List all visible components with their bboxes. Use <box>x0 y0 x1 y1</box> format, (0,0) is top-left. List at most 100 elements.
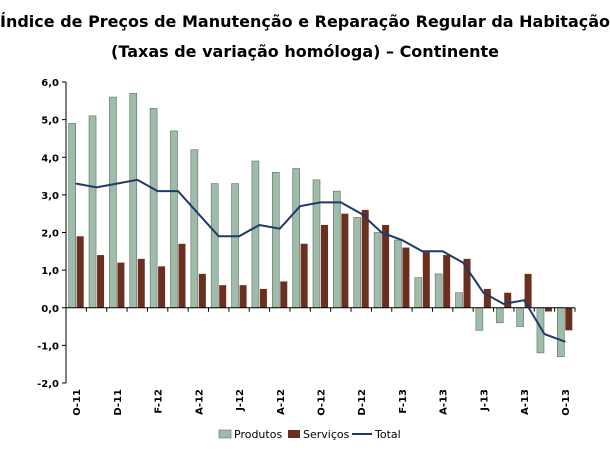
point-total <box>340 201 342 204</box>
point-total <box>156 190 159 192</box>
x-tick-label: J-12 <box>235 389 246 412</box>
x-tick-label: O-11 <box>72 389 83 416</box>
bar-servicos <box>463 258 471 308</box>
point-total <box>217 235 220 238</box>
point-total <box>299 205 301 207</box>
y-tick-label: -2,0 <box>37 379 59 390</box>
x-tick-label: A-13 <box>439 389 450 415</box>
point-total <box>401 239 403 241</box>
bar-produtos <box>333 190 341 309</box>
bar-servicos <box>483 288 491 308</box>
chart-subtitle: (Taxas de variação homóloga) – Continent… <box>111 42 499 61</box>
bar-servicos <box>198 273 206 308</box>
bar-servicos <box>504 292 512 308</box>
point-total <box>523 299 525 302</box>
bar-produtos <box>129 92 138 309</box>
legend-swatch-servicos <box>288 430 300 438</box>
bar-produtos <box>516 307 524 327</box>
bar-servicos <box>137 258 145 308</box>
point-total <box>502 303 505 305</box>
bar-produtos <box>109 96 117 309</box>
bar-servicos <box>565 307 573 331</box>
bar-produtos <box>292 168 300 309</box>
point-total <box>462 261 464 264</box>
bar-servicos <box>219 285 227 308</box>
bar-produtos <box>495 307 504 324</box>
point-total <box>197 212 200 215</box>
chart-title: Índice de Preços de Manutenção e Reparaç… <box>0 12 610 31</box>
bar-produtos <box>353 217 362 309</box>
bar-produtos <box>149 108 158 309</box>
y-tick-label: 3,0 <box>41 191 59 202</box>
point-total <box>95 186 98 189</box>
point-total <box>116 182 118 185</box>
bar-produtos <box>190 149 199 309</box>
point-total <box>380 231 383 234</box>
bar-produtos <box>68 123 76 309</box>
bar-produtos <box>475 307 484 331</box>
bar-servicos <box>76 236 84 308</box>
point-total <box>278 227 281 230</box>
y-tick-label: 2,0 <box>41 229 59 240</box>
x-tick-label: A-13 <box>520 389 531 415</box>
bar-produtos <box>394 239 402 309</box>
bar-servicos <box>443 255 451 308</box>
bar-servicos <box>382 224 390 308</box>
plot-area: 6,0 5,0 4,0 3,0 2,0 1,0 0,0 -1,0 -2,0 O-11 D-11 F-1… <box>37 78 576 416</box>
x-tick-label: J-13 <box>479 389 490 412</box>
bar-servicos <box>280 281 288 308</box>
x-tick-label: A-12 <box>194 389 205 415</box>
bar-servicos <box>341 213 349 308</box>
y-tick-label: 4,0 <box>41 153 59 164</box>
point-total <box>564 340 566 343</box>
bar-produtos <box>312 179 321 309</box>
bar-servicos <box>259 288 267 308</box>
bar-servicos <box>524 273 532 308</box>
legend-swatch-produtos <box>218 429 232 439</box>
bar-produtos <box>414 277 423 309</box>
line-total <box>76 178 566 343</box>
x-tick-label: D-11 <box>113 389 124 416</box>
bar-produtos <box>271 172 280 309</box>
bar-produtos <box>434 273 443 309</box>
y-tick-label: 0,0 <box>41 304 59 315</box>
point-total <box>482 291 485 294</box>
y-tick-label: -1,0 <box>37 341 59 352</box>
point-total <box>360 212 363 215</box>
bar-servicos <box>97 255 105 308</box>
y-tick-label: 5,0 <box>41 116 59 127</box>
legend-label-produtos: Produtos <box>234 428 282 441</box>
point-total <box>177 190 179 192</box>
x-tick-label: D-12 <box>357 389 368 416</box>
bar-servicos <box>178 243 186 308</box>
bar-produtos <box>373 232 382 309</box>
bar-produtos <box>231 183 239 309</box>
legend-label-total: Total <box>374 428 401 441</box>
point-total <box>136 179 139 181</box>
bar-produtos <box>210 183 219 309</box>
x-tick-label: O-13 <box>561 389 572 416</box>
bar-produtos <box>88 115 97 309</box>
bar-servicos <box>402 247 410 308</box>
legend: Produtos Serviços Total <box>218 428 401 441</box>
y-tick-label: 6,0 <box>41 78 59 89</box>
bar-produtos <box>557 307 565 357</box>
point-total <box>75 182 77 185</box>
bar-produtos <box>170 130 178 309</box>
y-tick-label: 1,0 <box>41 266 59 277</box>
x-tick-label: O-12 <box>317 389 328 416</box>
x-tick-label: A-12 <box>276 389 287 415</box>
bar-servicos <box>158 266 166 308</box>
bar-servicos <box>239 285 247 308</box>
bar-servicos <box>422 251 430 308</box>
point-total <box>441 250 444 253</box>
bar-produtos <box>251 160 260 309</box>
point-total <box>421 250 424 253</box>
bar-servicos <box>361 209 369 308</box>
bar-servicos <box>117 262 125 308</box>
bar-servicos <box>544 307 552 312</box>
bar-servicos <box>321 224 328 308</box>
bar-servicos <box>300 243 308 308</box>
point-total <box>543 333 546 335</box>
